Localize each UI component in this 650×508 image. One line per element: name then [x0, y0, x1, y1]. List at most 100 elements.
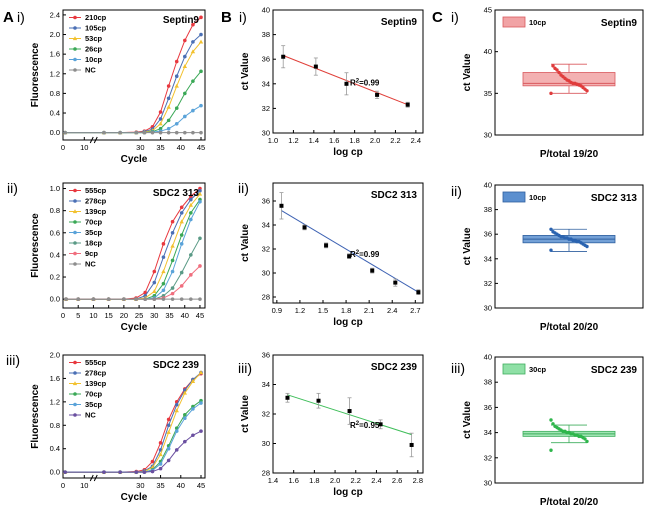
data-point — [122, 297, 126, 301]
x-axis-label: P/total 19/20 — [540, 149, 599, 160]
data-point — [174, 408, 179, 413]
legend-marker — [73, 47, 77, 51]
data-point — [170, 219, 175, 224]
y-axis-label: Fluorescence — [30, 384, 41, 449]
data-point — [174, 74, 179, 79]
x-tick-label: 2.0 — [370, 136, 380, 145]
data-point — [197, 191, 203, 196]
x-tick-label: 1.2 — [295, 306, 305, 315]
x-tick-label: 0 — [61, 143, 65, 152]
x-tick-label: 1.0 — [268, 136, 278, 145]
series-nc: NC — [64, 260, 202, 301]
data-point — [347, 409, 352, 414]
data-point — [553, 66, 557, 71]
legend-marker — [73, 15, 77, 20]
data-point — [166, 126, 171, 131]
legend-label: 105cp — [85, 24, 107, 33]
data-point — [199, 401, 203, 405]
row-label-B-ii: ii) — [238, 180, 249, 196]
r-squared-label: R2=0.99 — [350, 79, 380, 88]
legend-label: 35cp — [85, 400, 103, 409]
data-point — [161, 281, 166, 286]
x-tick-label: 1.8 — [341, 306, 351, 315]
x-tick-label: 10 — [89, 311, 97, 320]
y-tick-label: 28 — [262, 469, 270, 478]
data-point — [91, 297, 96, 301]
legend-label: 18cp — [85, 239, 103, 248]
data-point — [375, 92, 380, 97]
data-point — [166, 104, 171, 109]
y-tick-label: 0.0 — [50, 295, 60, 304]
chart-bii: 28 30 32 34 36 0.9 1.2 1.5 1.8 2.1 2.4 2.7 log cp ct … — [240, 182, 424, 328]
data-point — [170, 230, 175, 235]
data-point — [179, 219, 184, 224]
series-line — [65, 373, 202, 473]
data-point — [166, 118, 171, 123]
y-tick-label: 1.0 — [50, 184, 60, 193]
data-point — [198, 39, 204, 44]
data-point — [191, 79, 195, 83]
data-point — [198, 236, 202, 241]
data-point — [189, 273, 193, 277]
row-label-B-i: i) — [239, 9, 247, 25]
x-tick-label: 10 — [80, 143, 88, 152]
panel-label-A: A — [3, 9, 14, 26]
y-tick-label: 30 — [484, 304, 492, 313]
panel-label-B: B — [221, 9, 232, 26]
data-point — [557, 70, 561, 75]
y-tick-label: 2.0 — [50, 30, 60, 39]
data-point — [409, 442, 414, 447]
x-tick-label: 2.0 — [330, 476, 340, 485]
data-point — [134, 130, 139, 135]
y-axis-label: ct Value — [462, 227, 473, 265]
legend-label: 210cp — [85, 13, 107, 22]
y-axis-label: Fluorescence — [30, 213, 41, 278]
data-point — [174, 59, 179, 64]
plot-frame — [62, 354, 206, 479]
y-tick-label: 0.4 — [50, 444, 60, 453]
data-point — [198, 200, 202, 204]
x-tick-label: 2.4 — [411, 136, 421, 145]
data-point — [174, 122, 179, 126]
legend-label: NC — [85, 66, 96, 75]
y-tick-label: 40 — [484, 47, 492, 56]
x-axis-label: Cycle — [121, 492, 148, 503]
data-point — [199, 15, 203, 20]
data-point — [170, 269, 175, 274]
legend-label: 26cp — [85, 45, 103, 54]
data-point — [549, 91, 553, 96]
data-point — [166, 423, 171, 428]
legend-marker — [73, 371, 77, 375]
data-point — [316, 398, 321, 403]
data-point — [188, 202, 194, 207]
x-tick-label: 15 — [104, 311, 112, 320]
data-point — [106, 297, 111, 301]
x-axis-label: log cp — [333, 487, 362, 498]
y-tick-label: 0.4 — [50, 250, 60, 259]
data-point — [347, 254, 352, 259]
data-point — [183, 38, 187, 43]
fit-line — [283, 55, 408, 106]
y-tick-label: 36 — [484, 403, 492, 412]
y-tick-label: 36 — [262, 197, 270, 206]
plot-frame — [62, 9, 206, 141]
data-point — [174, 448, 179, 452]
chart-title: SDC2 313 — [153, 188, 200, 199]
y-tick-label: 30 — [262, 269, 270, 278]
data-point — [102, 130, 106, 135]
panel-labels: A i) B i) C i) ii) ii) ii) iii) iii) iii… — [3, 9, 465, 376]
y-tick-label: 34 — [262, 221, 270, 230]
data-point — [170, 243, 175, 248]
r-squared-value: =0.95 — [359, 421, 380, 430]
data-point — [189, 297, 193, 301]
y-tick-label: 0.8 — [50, 421, 60, 430]
x-tick-label: 0 — [61, 481, 65, 490]
data-point — [118, 130, 122, 135]
y-tick-label: 36 — [262, 351, 270, 360]
data-point — [189, 194, 193, 199]
data-point — [198, 188, 202, 193]
data-point — [158, 130, 163, 135]
x-axis-label: P/total 20/20 — [540, 322, 599, 333]
x-tick-label: 2.8 — [413, 476, 423, 485]
legend-label: NC — [85, 411, 96, 420]
